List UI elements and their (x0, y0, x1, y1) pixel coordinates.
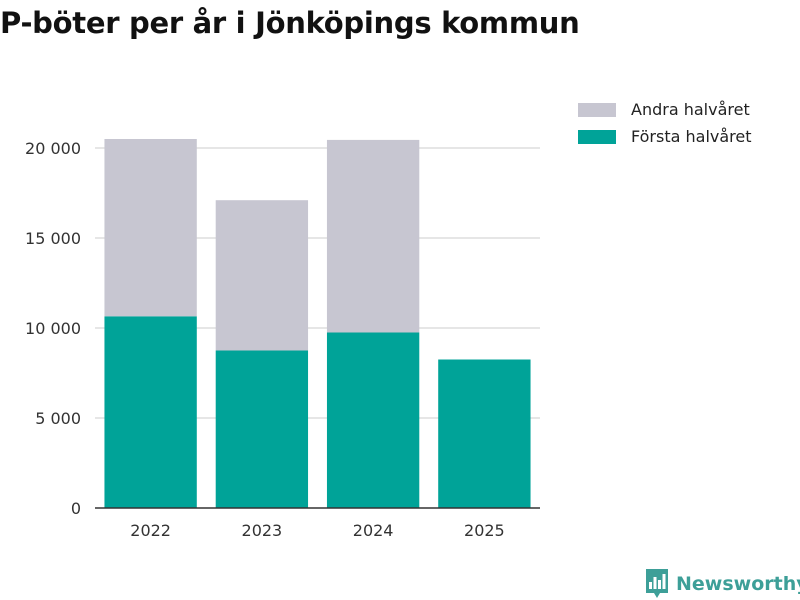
legend-label-forsta: Första halvåret (631, 127, 752, 146)
x-tick-label: 2024 (353, 521, 394, 540)
bar-andra-2022 (104, 139, 197, 317)
x-tick-label: 2025 (464, 521, 505, 540)
y-tick-label: 0 (71, 499, 81, 518)
y-tick-label: 5 000 (35, 409, 81, 428)
chart-title: P-böter per år i Jönköpings kommun (0, 6, 580, 40)
legend-label-andra: Andra halvåret (631, 100, 750, 119)
legend-swatch-forsta (578, 129, 616, 144)
bar-forsta-2024 (326, 332, 420, 508)
bar-chart-shield-icon (646, 569, 668, 598)
legend-swatch-andra (578, 102, 616, 117)
bar-forsta-2022 (104, 316, 197, 508)
x-tick-label: 2022 (130, 521, 171, 540)
bar-andra-2024 (326, 139, 420, 333)
brand-logo[interactable]: Newsworthy (645, 568, 800, 600)
x-tick-label: 2023 (242, 521, 283, 540)
legend: Andra halvåret Första halvåret (578, 96, 752, 150)
y-tick-label: 10 000 (25, 319, 81, 338)
brand-name: Newsworthy (676, 573, 800, 595)
y-tick-label: 15 000 (25, 229, 81, 248)
legend-item-forsta[interactable]: Första halvåret (578, 123, 752, 150)
bar-andra-2023 (215, 200, 309, 351)
legend-item-andra[interactable]: Andra halvåret (578, 96, 752, 123)
bar-forsta-2025 (438, 359, 531, 508)
y-tick-label: 20 000 (25, 139, 81, 158)
bar-forsta-2023 (215, 350, 309, 508)
